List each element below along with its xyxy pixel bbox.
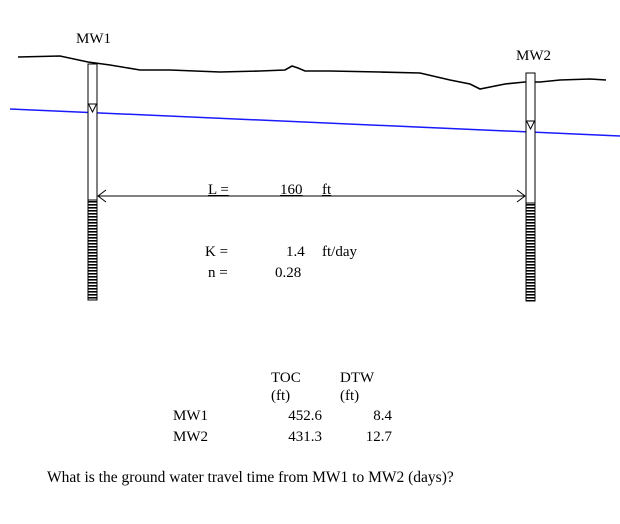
mw2-well-casing — [525, 72, 536, 204]
toc-column-unit: (ft) — [271, 388, 291, 404]
row-dtw-value: 12.7 — [365, 429, 392, 445]
mw2-well-screen — [525, 202, 536, 302]
dtw-column-header: DTW — [340, 370, 375, 386]
row-well-name: MW1 — [173, 408, 208, 424]
conductivity-label: K = — [205, 244, 229, 260]
conductivity-value: 1.4 — [286, 244, 305, 260]
mw1-water-level-marker — [87, 103, 98, 114]
porosity-label: n = — [208, 265, 228, 281]
mw1-well-casing — [87, 63, 98, 201]
row-well-name: MW2 — [173, 429, 208, 445]
distance-unit: ft — [322, 182, 332, 198]
row-toc-value: 431.3 — [288, 429, 322, 445]
row-dtw-value: 8.4 — [373, 408, 392, 424]
distance-label: L = — [208, 182, 229, 198]
mw1-label: MW1 — [76, 31, 111, 47]
conductivity-unit: ft/day — [322, 244, 357, 260]
row-toc-value: 452.6 — [288, 408, 322, 424]
question-text: What is the ground water travel time fro… — [47, 469, 454, 486]
mw2-water-level-marker — [525, 120, 536, 131]
water-table-line — [9, 108, 620, 137]
mw1-well-screen — [87, 199, 98, 301]
distance-dimension-arrow — [97, 189, 526, 203]
dtw-column-unit: (ft) — [340, 388, 360, 404]
toc-column-header: TOC — [271, 370, 301, 386]
distance-value: 160 — [280, 182, 303, 198]
porosity-value: 0.28 — [275, 265, 302, 281]
mw2-label: MW2 — [516, 48, 551, 64]
